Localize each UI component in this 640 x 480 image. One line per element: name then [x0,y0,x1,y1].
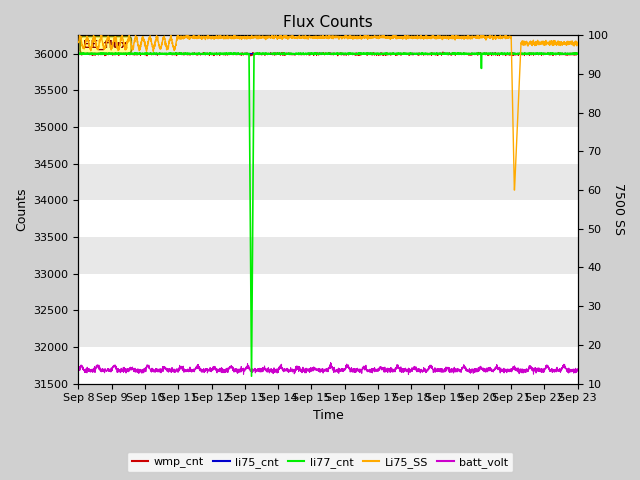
Bar [79,274,578,310]
X-axis label: Time: Time [312,409,344,422]
Legend: wmp_cnt, li75_cnt, li77_cnt, Li75_SS, batt_volt: wmp_cnt, li75_cnt, li77_cnt, Li75_SS, ba… [127,452,513,472]
Y-axis label: Counts: Counts [15,188,28,231]
Text: EE_flux: EE_flux [83,40,128,50]
Y-axis label: 7500 SS: 7500 SS [612,183,625,235]
Bar [79,200,578,237]
Bar [79,347,578,384]
Bar [79,54,578,90]
Bar [79,127,578,164]
Title: Flux Counts: Flux Counts [283,15,373,30]
